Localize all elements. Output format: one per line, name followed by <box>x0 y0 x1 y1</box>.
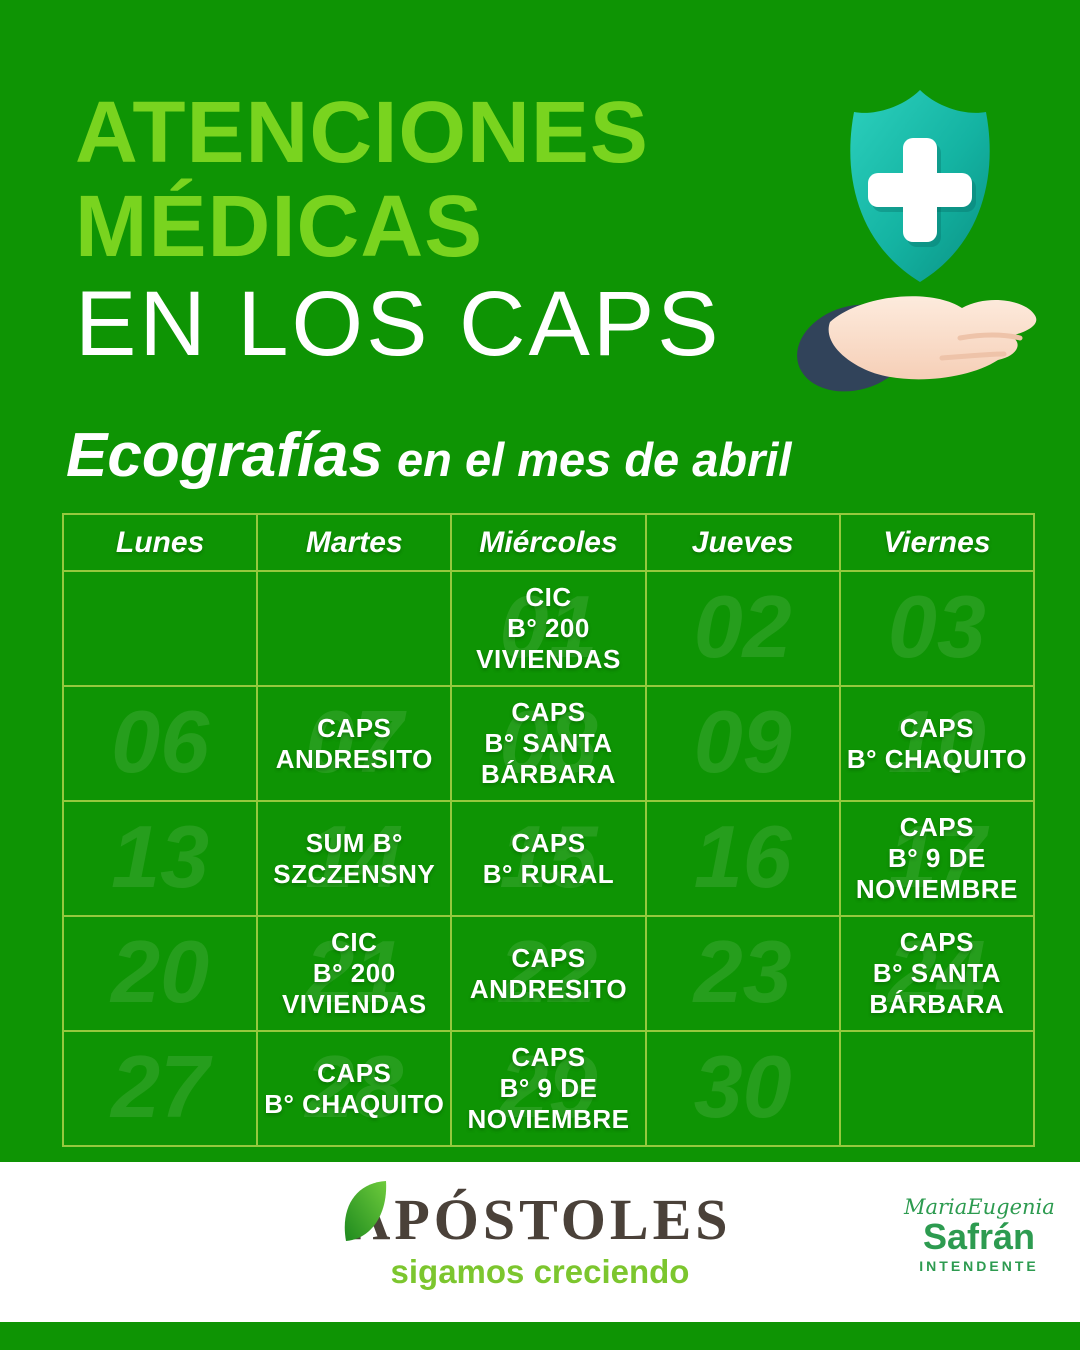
calendar-row: 06 07 CAPS ANDRESITO 08 CAPS B° SANTA BÁRBAR… <box>61 685 1036 802</box>
cell-label: SUM B° SZCZENSNY <box>273 827 436 889</box>
day-header: Martes <box>256 513 453 572</box>
calendar-row: 27 28 CAPS B° CHAQUITO 29 CAPS B° 9 DE NOVIE… <box>61 1030 1036 1147</box>
city-slogan: sigamos creciendo <box>390 1253 690 1290</box>
calendar-cell: 21 CIC B° 200 VIVIENDAS <box>256 915 453 1032</box>
title-line-3: EN LOS CAPS <box>75 273 722 375</box>
day-header: Lunes <box>61 513 259 572</box>
date-watermark: 13 <box>111 806 210 906</box>
date-watermark: 02 <box>693 576 792 676</box>
date-watermark: 10 <box>887 691 986 791</box>
day-header: Viernes <box>838 513 1036 572</box>
calendar-cell: 27 <box>61 1030 259 1147</box>
calendar-cell <box>61 570 259 687</box>
calendar-cell: 24 CAPS B° SANTA BÁRBARA <box>838 915 1036 1032</box>
title-line-1: ATENCIONES <box>75 84 649 181</box>
calendar-cell: 06 <box>61 685 259 802</box>
date-watermark: 23 <box>693 921 792 1021</box>
cell-label: CIC B° 200 VIVIENDAS <box>281 927 427 1019</box>
apostoles-logo: APÓSTOLES sigamos creciendo <box>0 1181 1080 1291</box>
cell-label: CAPS ANDRESITO <box>275 712 433 774</box>
calendar-cell: 30 <box>644 1030 841 1147</box>
calendar-cell: 10 CAPS B° CHAQUITO <box>838 685 1036 802</box>
date-watermark: 09 <box>693 691 792 791</box>
cell-label: CAPS B° 9 DE NOVIEMBRE <box>467 1042 630 1134</box>
calendar-cell: 16 <box>644 800 841 917</box>
page-title: ATENCIONES MÉDICAS EN LOS CAPS <box>75 84 722 375</box>
calendar-cell: 15 CAPS B° RURAL <box>450 800 647 917</box>
calendar-cell: 02 <box>644 570 841 687</box>
calendar-cell: 09 <box>644 685 841 802</box>
city-logo-text: APÓSTOLES <box>348 1187 732 1252</box>
calendar-row: 13 14 SUM B° SZCZENSNY 15 CAPS B° RURAL 16 17 C… <box>61 800 1036 917</box>
calendar-cell: 28 CAPS B° CHAQUITO <box>256 1030 453 1147</box>
calendar-cell: 03 <box>838 570 1036 687</box>
calendar-cell: 22 CAPS ANDRESITO <box>450 915 647 1032</box>
title-line-2: MÉDICAS <box>75 178 484 275</box>
day-header: Jueves <box>644 513 841 572</box>
calendar-cell: 29 CAPS B° 9 DE NOVIEMBRE <box>450 1030 647 1147</box>
calendar-row: 01 CIC B° 200 VIVIENDAS 02 03 <box>61 570 1036 687</box>
calendar-cell: 17 CAPS B° 9 DE NOVIEMBRE <box>838 800 1036 917</box>
date-watermark: 20 <box>111 921 210 1021</box>
cell-label: CAPS B° SANTA BÁRBARA <box>481 697 616 789</box>
date-watermark: 24 <box>887 921 986 1021</box>
subtitle: Ecografías en el mes de abril <box>66 420 791 491</box>
date-watermark: 29 <box>499 1036 598 1136</box>
calendar-cell <box>838 1030 1036 1147</box>
cell-label: CAPS B° 9 DE NOVIEMBRE <box>855 812 1018 904</box>
cell-label: CAPS B° RURAL <box>482 827 615 889</box>
calendar-cell: 23 <box>644 915 841 1032</box>
date-watermark: 16 <box>693 806 792 906</box>
date-watermark: 15 <box>499 806 598 906</box>
shield-cross-hand-icon <box>792 76 1048 402</box>
date-watermark: 21 <box>305 921 404 1021</box>
leaf-icon <box>342 1179 388 1250</box>
date-watermark: 28 <box>305 1036 404 1136</box>
calendar-row: 20 21 CIC B° 200 VIVIENDAS 22 CAPS ANDRESITO… <box>61 915 1036 1032</box>
cell-label: CAPS B° CHAQUITO <box>846 712 1027 774</box>
calendar-cell: 20 <box>61 915 259 1032</box>
signature-role: INTENDENTE <box>919 1258 1039 1274</box>
subtitle-period: en el mes de abril <box>397 433 792 486</box>
bottom-green-bar <box>0 1322 1080 1350</box>
footer: APÓSTOLES sigamos creciendo MariaEugenia… <box>0 1162 1080 1322</box>
calendar-cell: 07 CAPS ANDRESITO <box>256 685 453 802</box>
signature-surname: Safrán <box>922 1216 1036 1257</box>
date-watermark: 03 <box>887 576 986 676</box>
date-watermark: 07 <box>305 691 404 791</box>
date-watermark: 22 <box>499 921 598 1021</box>
date-watermark: 08 <box>499 691 598 791</box>
cell-label: CIC B° 200 VIVIENDAS <box>476 582 621 674</box>
signature-block: MariaEugenia Safrán INTENDENTE <box>904 1195 1055 1274</box>
date-watermark: 06 <box>111 691 210 791</box>
signature-first-names: MariaEugenia <box>904 1195 1055 1219</box>
cell-label: CAPS B° SANTA BÁRBARA <box>869 927 1005 1019</box>
calendar-cell: 01 CIC B° 200 VIVIENDAS <box>450 570 647 687</box>
cell-label: CAPS ANDRESITO <box>469 942 628 1004</box>
date-watermark: 14 <box>305 806 404 906</box>
calendar-cell: 14 SUM B° SZCZENSNY <box>256 800 453 917</box>
day-header: Miércoles <box>450 513 647 572</box>
date-watermark: 30 <box>693 1036 792 1136</box>
cell-label: CAPS B° CHAQUITO <box>264 1057 445 1119</box>
calendar-body: 01 CIC B° 200 VIVIENDAS 02 03 06 07 CAPS ANDRE… <box>61 570 1036 1147</box>
date-watermark: 01 <box>499 576 598 676</box>
calendar-header: Lunes Martes Miércoles Jueves Viernes <box>61 513 1036 572</box>
date-watermark: 17 <box>887 806 986 906</box>
calendar-cell: 13 <box>61 800 259 917</box>
subtitle-topic: Ecografías <box>66 421 384 490</box>
calendar-cell: 08 CAPS B° SANTA BÁRBARA <box>450 685 647 802</box>
date-watermark: 27 <box>111 1036 210 1136</box>
calendar-table: Lunes Martes Miércoles Jueves Viernes 01 CIC … <box>61 513 1036 1147</box>
calendar-cell <box>256 570 453 687</box>
